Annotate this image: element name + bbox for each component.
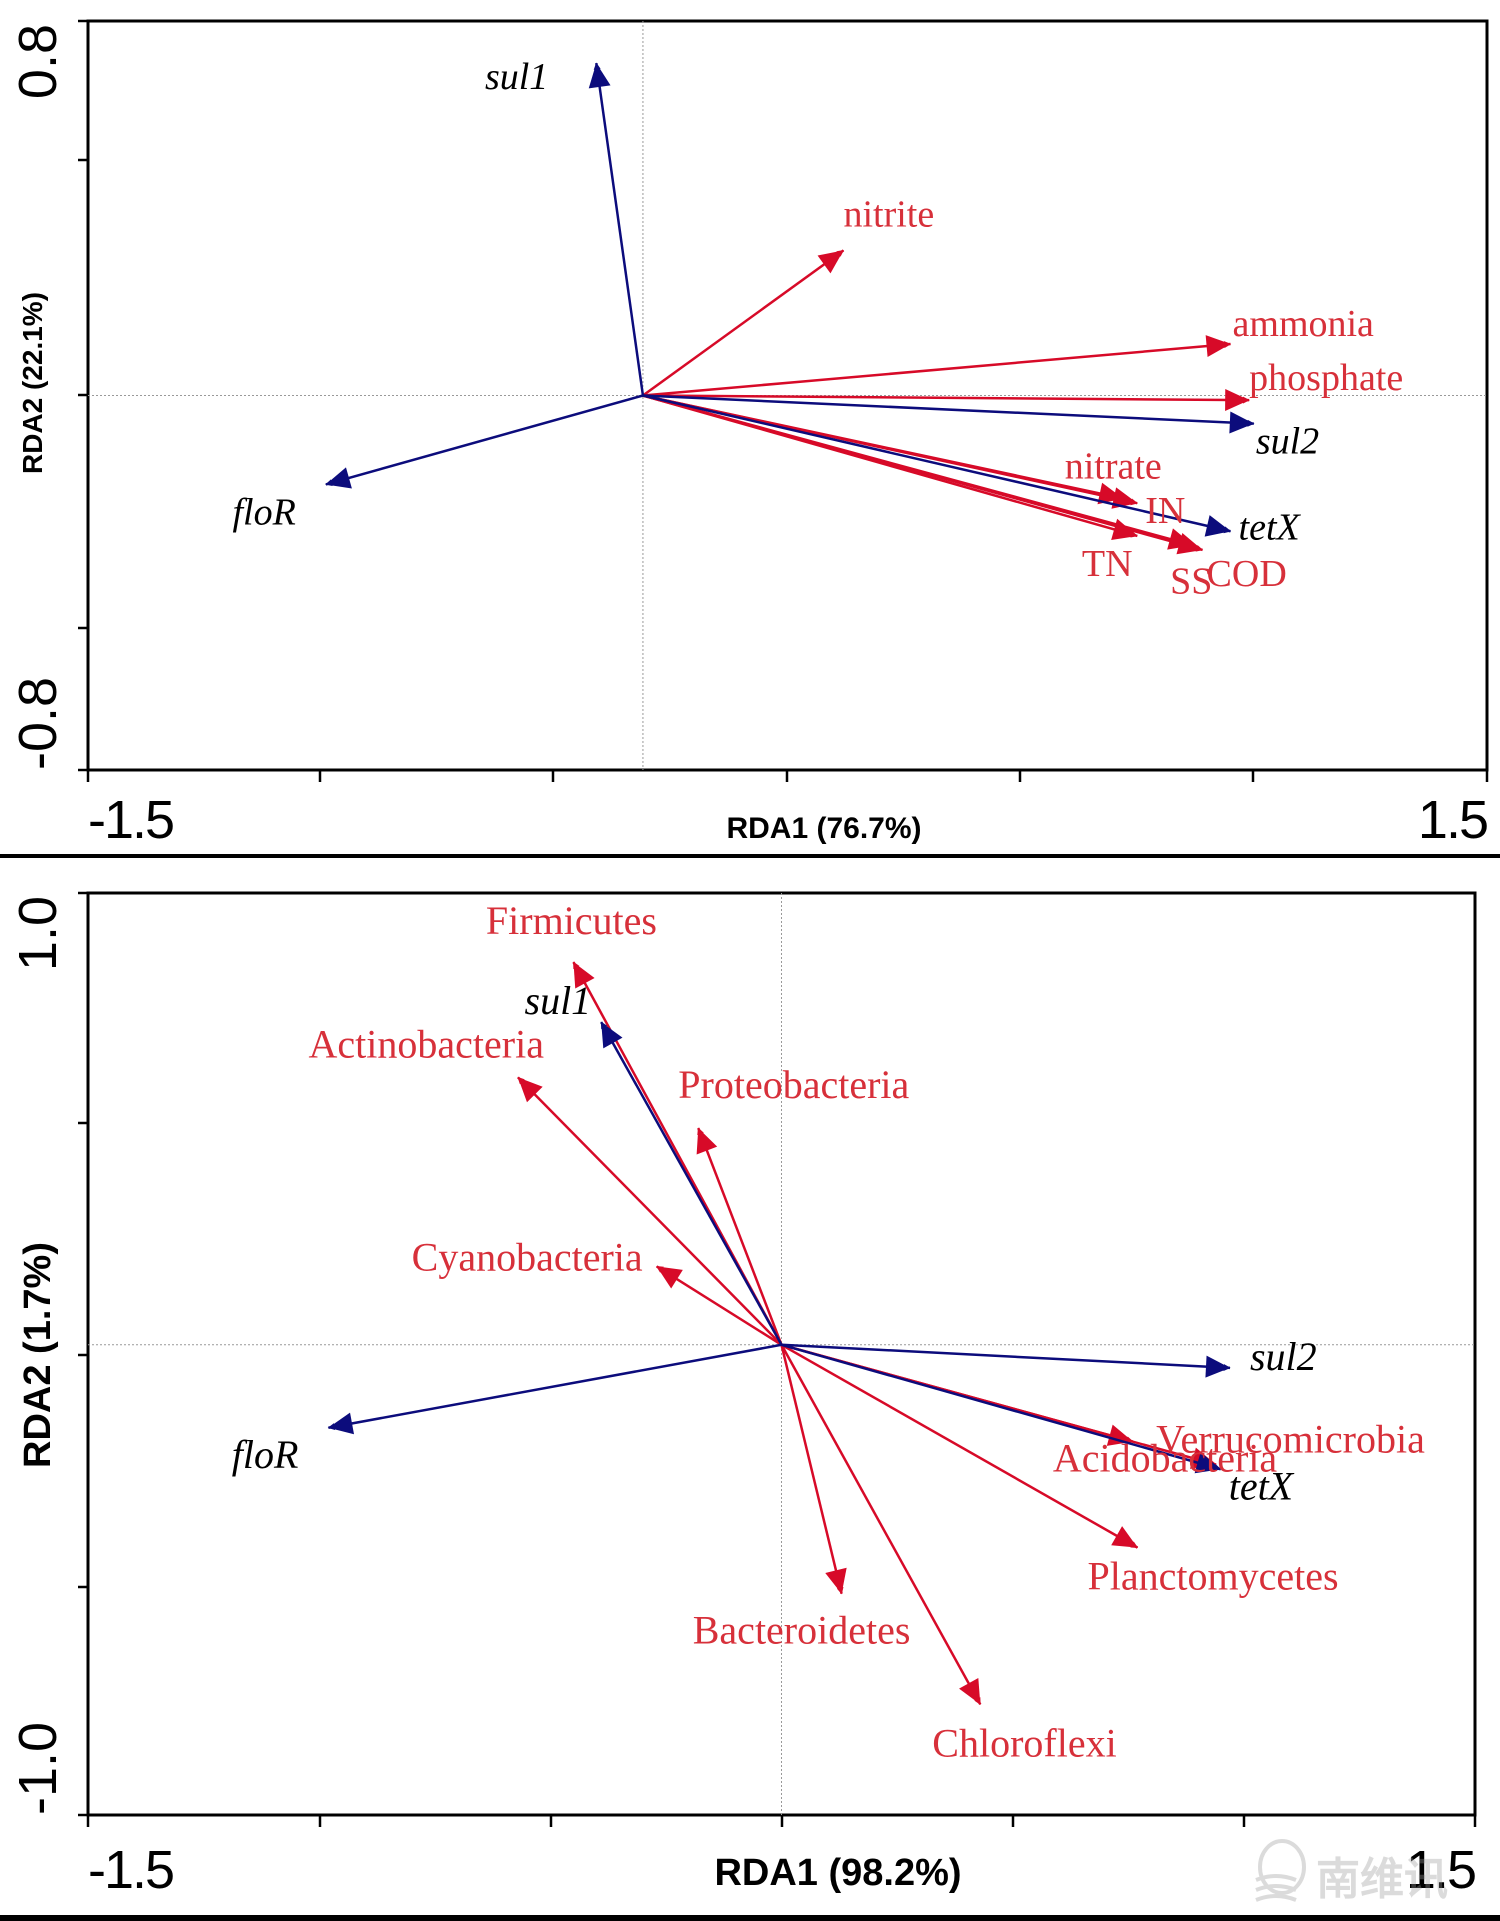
bottom-arrowhead-proteobacteria [696,1128,718,1155]
bottom-label-flor: floR [232,1432,299,1477]
top-axis-ticks [78,19,1489,782]
top-x-min-tick-label: -1.5 [88,790,173,850]
top-y-max-tick-label: 0.8 [8,24,68,99]
top-zero-lines [88,21,1487,770]
top-label-phosphate: phosphate [1249,357,1403,399]
bottom-arrow-chloroflexi [780,1344,982,1705]
bottom-label-acidobacteria: Acidobacteria [1053,1436,1278,1481]
bottom-arrowhead-cyanobacteria [656,1266,683,1289]
bottom-biplot-panel: Firmicutes Actinobacteria Proteobacteria Cy… [8,891,1477,1900]
bottom-arrow-proteobacteria [697,1127,783,1346]
bottom-arrowhead-chloroflexi [959,1678,981,1705]
top-label-tetx: tetX [1239,506,1302,548]
top-y-min-tick-label: -0.8 [8,677,68,770]
top-arrowhead-sul2 [1229,411,1254,434]
top-label-sul2: sul2 [1256,421,1319,463]
bottom-label-actinobacteria: Actinobacteria [309,1021,545,1066]
top-x-max-tick-label: 1.5 [1418,790,1487,850]
bottom-arrowhead-firmicutes [573,962,595,989]
top-arrow-flor [325,394,644,487]
bottom-arrow-sul2 [781,1343,1231,1372]
top-y-axis-title: RDA2 (22.1%) [17,292,48,474]
watermark-text: 南维讯 [1316,1854,1448,1905]
bottom-label-sul1: sul1 [525,978,592,1023]
bottom-label-bacteroidetes: Bacteroidetes [693,1608,911,1653]
top-label-ss: SS [1170,560,1212,602]
top-arrowhead-tetx [1204,515,1231,537]
bottom-label-verrucomicrobia: Verrucomicrobia [1156,1417,1425,1462]
bottom-arrow-flor [327,1343,782,1431]
top-arrowhead-nitrite [817,250,844,274]
bottom-arrow-tetx [781,1343,1222,1471]
bottom-arrow-bacteroidetes [780,1344,844,1595]
top-arrowhead-cod [1176,532,1203,555]
top-arrows [325,62,1255,555]
bottom-label-sul2: sul2 [1250,1334,1317,1379]
top-label-sul1: sul1 [485,56,548,98]
top-arrowhead-flor [325,467,352,489]
top-arrow-tetx [642,394,1232,534]
top-label-tn: TN [1082,543,1133,585]
top-arrow-cod [642,394,1204,552]
watermark: 南维讯 [1255,1839,1448,1905]
bottom-arrowhead-bacteroidetes [825,1567,847,1594]
top-arrowhead-phosphate [1225,388,1250,411]
top-label-cod: COD [1207,553,1287,595]
bottom-arrow-planctomycetes [780,1343,1139,1549]
bottom-arrowhead-actinobacteria [517,1077,543,1103]
bottom-label-proteobacteria: Proteobacteria [678,1062,909,1107]
top-arrow-sul1 [593,62,645,396]
bottom-y-max-tick-label: 1.0 [8,896,68,971]
bottom-arrow-sul1 [600,1021,783,1346]
bottom-x-min-tick-label: -1.5 [88,1840,173,1900]
top-label-nitrate: nitrate [1065,445,1162,487]
top-arrow-sul2 [642,394,1255,427]
bottom-label-firmicutes: Firmicutes [486,898,657,943]
top-arrowhead-in [1111,487,1138,509]
top-arrowhead-ammonia [1205,335,1231,358]
top-label-flor: floR [233,491,296,533]
bottom-label-planctomycetes: Planctomycetes [1087,1554,1338,1599]
bottom-arrow-actinobacteria [517,1076,783,1346]
bottom-label-chloroflexi: Chloroflexi [932,1720,1116,1765]
bottom-arrowhead-acidobacteria [1106,1424,1133,1446]
bottom-label-tetx: tetX [1229,1463,1295,1508]
bottom-arrow-cyanobacteria [656,1265,783,1346]
bottom-arrowhead-flor [328,1412,355,1435]
top-label-ammonia: ammonia [1233,303,1375,345]
bottom-arrowhead-sul1 [601,1022,623,1049]
bottom-arrows [327,961,1231,1705]
bottom-arrowhead-tetx [1194,1452,1221,1474]
bottom-x-axis-title: RDA1 (98.2%) [714,1852,961,1894]
bottom-arrowhead-planctomycetes [1111,1526,1138,1548]
bottom-arrow-labels: Firmicutes Actinobacteria Proteobacteria Cy… [232,898,1425,1765]
top-arrowhead-sul1 [588,63,611,89]
bottom-y-min-tick-label: -1.0 [8,1722,68,1815]
top-x-axis-title: RDA1 (76.7%) [726,812,921,845]
top-label-in: IN [1145,490,1185,532]
top-label-nitrite: nitrite [843,193,934,235]
bottom-y-axis-title: RDA2 (1.7%) [17,1242,59,1468]
top-arrow-phosphate [642,394,1250,404]
top-arrow-nitrite [642,249,845,397]
watermark-logo-icon [1255,1839,1306,1902]
bottom-axis-ticks [78,891,1477,1827]
bottom-label-cyanobacteria: Cyanobacteria [412,1234,643,1279]
bottom-x-max-tick-label: 1.5 [1406,1840,1475,1900]
top-arrow-ammonia [642,341,1232,397]
bottom-arrowhead-sul2 [1205,1355,1230,1378]
